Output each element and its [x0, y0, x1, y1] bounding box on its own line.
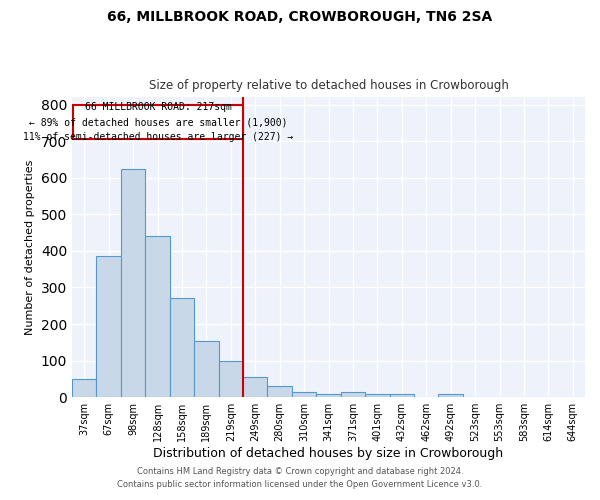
- Bar: [268, 386, 292, 397]
- Bar: [73, 104, 243, 140]
- Bar: [243, 377, 268, 397]
- Text: Contains HM Land Registry data © Crown copyright and database right 2024.
Contai: Contains HM Land Registry data © Crown c…: [118, 468, 482, 489]
- Bar: [316, 394, 341, 397]
- Bar: [218, 360, 243, 397]
- Text: 66, MILLBROOK ROAD, CROWBOROUGH, TN6 2SA: 66, MILLBROOK ROAD, CROWBOROUGH, TN6 2SA: [107, 10, 493, 24]
- Bar: [439, 394, 463, 397]
- X-axis label: Distribution of detached houses by size in Crowborough: Distribution of detached houses by size …: [154, 447, 503, 460]
- Bar: [121, 168, 145, 397]
- Bar: [97, 256, 121, 397]
- Bar: [389, 394, 414, 397]
- Bar: [170, 298, 194, 397]
- Bar: [292, 392, 316, 397]
- Text: 66 MILLBROOK ROAD: 217sqm
← 89% of detached houses are smaller (1,900)
11% of se: 66 MILLBROOK ROAD: 217sqm ← 89% of detac…: [23, 102, 293, 142]
- Bar: [145, 236, 170, 397]
- Title: Size of property relative to detached houses in Crowborough: Size of property relative to detached ho…: [149, 79, 508, 92]
- Bar: [194, 340, 218, 397]
- Bar: [365, 394, 389, 397]
- Bar: [341, 392, 365, 397]
- Bar: [72, 379, 97, 397]
- Y-axis label: Number of detached properties: Number of detached properties: [25, 160, 35, 335]
